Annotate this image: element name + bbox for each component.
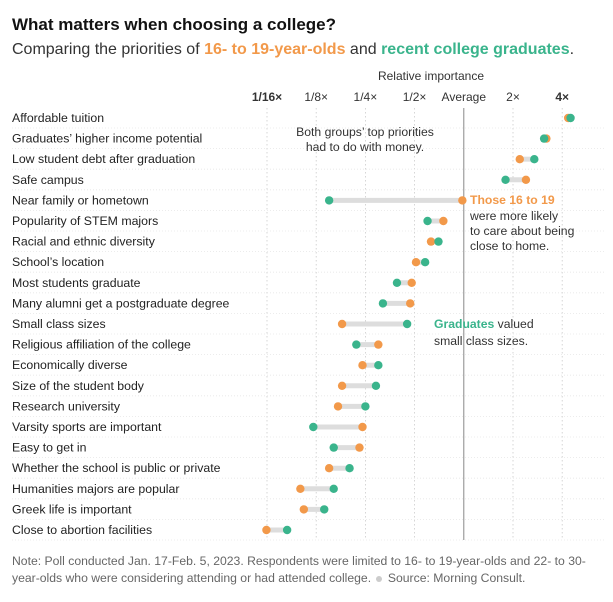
- annotation-money-line-2: had to do with money.: [306, 140, 424, 154]
- category-label-5: Popularity of STEM majors: [12, 214, 158, 228]
- chart-subtitle: Comparing the priorities of 16- to 19-ye…: [12, 41, 574, 59]
- subtitle-suffix: .: [569, 41, 575, 58]
- annotations: Both groups’ top priorities had to do wi…: [296, 125, 574, 348]
- annotation-small-line-2: small class sizes.: [434, 334, 528, 348]
- category-label-6: Racial and ethnic diversity: [12, 235, 156, 249]
- annotation-small-highlight: Graduates: [434, 317, 495, 331]
- chart-title: What matters when choosing a college?: [12, 15, 336, 34]
- annotation-near-line-1: were more likely: [469, 209, 559, 223]
- dot-grad-17: [345, 464, 354, 473]
- dot-grad-9: [378, 299, 388, 308]
- dot-young-15: [358, 422, 367, 432]
- dot-grad-19: [320, 505, 329, 514]
- dot-grad-4: [324, 196, 334, 205]
- legend-grad: recent college graduates: [381, 41, 570, 58]
- dot-grad-0: [566, 113, 575, 123]
- dot-young-13: [337, 381, 347, 390]
- dot-grad-14: [361, 402, 370, 411]
- tick-label-3: 1/2×: [403, 90, 427, 104]
- dot-young-8: [407, 278, 416, 287]
- source-text: Source: Morning Consult.: [387, 571, 526, 585]
- tick-labels: 1/16× 1/8× 1/4× 1/2× Average 2× 4×: [252, 90, 569, 104]
- tick-label-4: Average: [442, 90, 487, 104]
- separator-dot: [376, 575, 383, 582]
- axis-label: Relative importance: [378, 69, 484, 83]
- dot-grad-11: [352, 340, 361, 349]
- tick-label-5: 2×: [506, 90, 520, 104]
- dot-young-16: [355, 443, 364, 452]
- dot-young-12: [358, 361, 367, 370]
- category-label-12: Economically diverse: [12, 358, 128, 372]
- dot-grad-20: [282, 525, 292, 535]
- dot-young-11: [374, 340, 383, 349]
- dot-young-18: [296, 484, 305, 493]
- category-label-14: Research university: [12, 399, 121, 413]
- tick-label-0: 1/16×: [252, 90, 282, 104]
- note-text: Note: Poll conducted Jan. 17-Feb. 5, 202…: [12, 554, 586, 585]
- legend-young: 16- to 19-year-olds: [204, 41, 346, 58]
- dot-young-14: [333, 402, 343, 411]
- category-label-11: Religious affiliation of the college: [12, 338, 191, 352]
- dot-young-2: [515, 155, 524, 164]
- dot-grad-15: [309, 422, 318, 432]
- category-label-20: Close to abortion facilities: [12, 523, 152, 537]
- subtitle-connector: and: [345, 41, 382, 58]
- dot-grad-6: [434, 237, 443, 246]
- category-label-15: Varsity sports are important: [12, 420, 162, 434]
- dot-grad-5: [423, 216, 432, 226]
- dot-young-9: [406, 299, 415, 308]
- data-marks: [262, 113, 575, 535]
- category-label-18: Humanities majors are popular: [12, 482, 179, 496]
- category-label-0: Affordable tuition: [12, 111, 104, 125]
- category-label-9: Many alumni get a postgraduate degree: [12, 296, 230, 310]
- category-labels: Affordable tuition Graduates’ higher inco…: [12, 111, 230, 537]
- dot-young-10: [337, 319, 347, 329]
- category-label-17: Whether the school is public or private: [12, 461, 221, 475]
- dot-grad-18: [329, 484, 338, 493]
- footnote: Note: Poll conducted Jan. 17-Feb. 5, 202…: [12, 553, 608, 587]
- dot-grad-7: [420, 258, 430, 267]
- category-label-19: Greek life is important: [12, 502, 132, 516]
- annotation-money-line-1: Both groups’ top priorities: [296, 125, 434, 139]
- annotation-near-line-3: close to home.: [470, 239, 549, 253]
- category-label-8: Most students graduate: [12, 276, 141, 290]
- annotation-small-line-1: Graduates valued: [434, 317, 534, 331]
- category-label-2: Low student debt after graduation: [12, 152, 195, 166]
- tick-label-6: 4×: [555, 90, 569, 104]
- dot-young-4: [458, 196, 467, 205]
- dot-young-19: [299, 505, 309, 514]
- category-label-7: School’s location: [12, 255, 104, 269]
- dot-grad-12: [374, 361, 383, 370]
- dumbbell-chart: Relative importance 1/16× 1/8× 1/4× 1/2× Ave…: [12, 69, 605, 541]
- annotation-small-rest: valued: [494, 317, 533, 331]
- dot-grad-10: [402, 319, 412, 329]
- category-label-10: Small class sizes: [12, 317, 106, 331]
- dot-young-6: [426, 237, 436, 246]
- dot-young-20: [262, 525, 271, 535]
- subtitle-prefix: Comparing the priorities of: [12, 41, 205, 58]
- dot-grad-8: [392, 278, 402, 287]
- category-label-16: Easy to get in: [12, 441, 87, 455]
- tick-label-1: 1/8×: [304, 90, 328, 104]
- dot-young-3: [521, 175, 531, 184]
- dot-grad-1: [539, 134, 549, 143]
- dot-grad-13: [371, 381, 381, 390]
- dot-young-5: [439, 216, 448, 226]
- category-label-13: Size of the student body: [12, 379, 145, 393]
- annotation-near-line-2: to care about being: [470, 224, 574, 238]
- dot-grad-3: [501, 175, 510, 184]
- annotation-near-highlight: Those 16 to 19: [470, 193, 555, 207]
- category-label-1: Graduates’ higher income potential: [12, 132, 202, 146]
- tick-label-2: 1/4×: [354, 90, 378, 104]
- dot-grad-2: [530, 155, 539, 164]
- dot-grad-16: [329, 443, 338, 452]
- category-label-4: Near family or hometown: [12, 193, 149, 207]
- category-label-3: Safe campus: [12, 173, 84, 187]
- dot-young-7: [411, 258, 421, 267]
- dot-young-17: [324, 464, 334, 473]
